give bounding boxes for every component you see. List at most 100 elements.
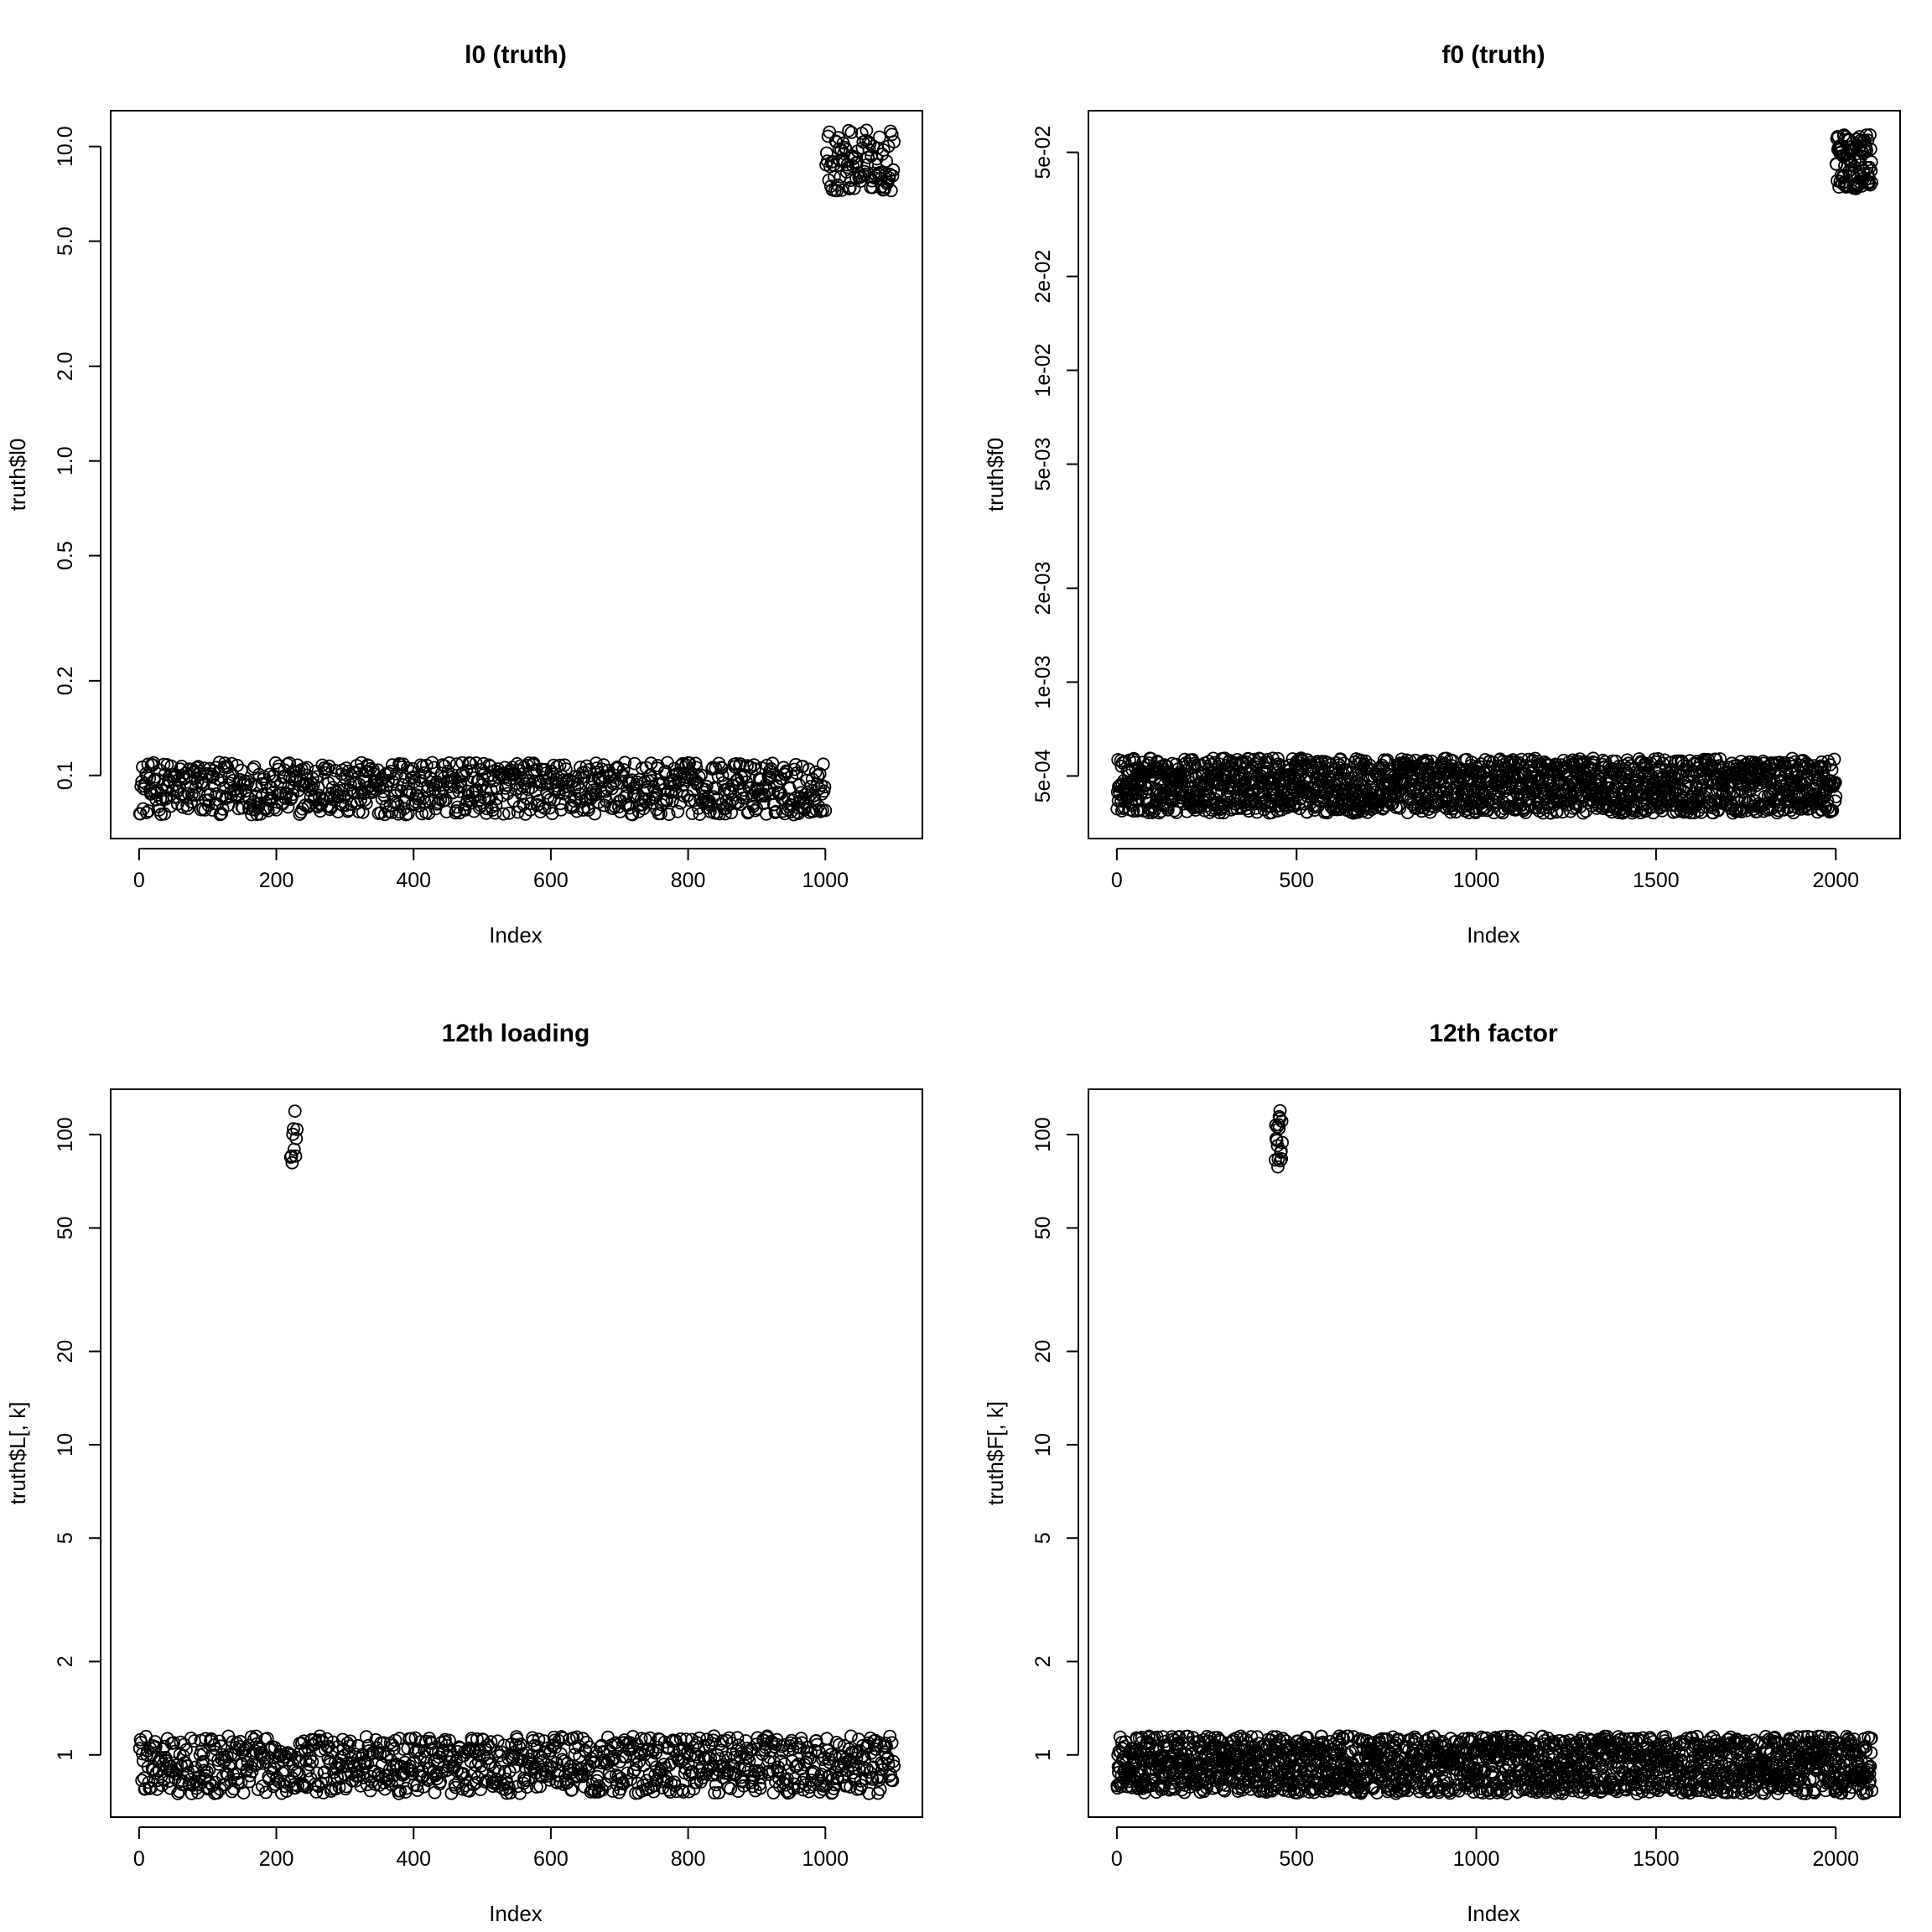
y-tick-label: 100 bbox=[54, 1117, 77, 1152]
data-point bbox=[351, 805, 366, 818]
x-tick-label: 1500 bbox=[1633, 1847, 1680, 1871]
data-point bbox=[190, 761, 204, 775]
data-point bbox=[392, 805, 407, 819]
data-point bbox=[873, 130, 886, 144]
data-point bbox=[605, 782, 619, 796]
data-points bbox=[1110, 1104, 1879, 1800]
y-tick-label: 0.2 bbox=[54, 666, 77, 695]
y-tick-label: 1 bbox=[54, 1749, 77, 1761]
y-tick-label: 0.1 bbox=[54, 761, 77, 790]
data-point bbox=[812, 799, 825, 813]
data-point bbox=[518, 808, 532, 821]
y-tick-label: 5e-02 bbox=[1031, 126, 1055, 179]
y-tick-label: 10.0 bbox=[54, 126, 77, 167]
data-point bbox=[683, 756, 697, 770]
y-tick-label: 2 bbox=[54, 1655, 77, 1667]
x-tick-label: 800 bbox=[671, 869, 706, 892]
data-point bbox=[237, 774, 252, 788]
data-point bbox=[1333, 752, 1348, 766]
y-axis-label: truth$l0 bbox=[5, 439, 30, 512]
data-point bbox=[887, 135, 901, 148]
y-axis-label: truth$F[, k] bbox=[983, 1401, 1008, 1505]
data-point bbox=[542, 771, 556, 785]
data-points bbox=[132, 123, 901, 822]
data-point bbox=[625, 773, 639, 787]
data-point bbox=[373, 782, 387, 795]
data-point bbox=[789, 757, 802, 771]
x-tick-label: 0 bbox=[1111, 1847, 1123, 1871]
y-tick-label: 1e-02 bbox=[1031, 344, 1055, 397]
x-tick-label: 600 bbox=[533, 1847, 569, 1871]
data-point bbox=[236, 801, 250, 815]
data-point bbox=[281, 800, 295, 814]
data-point bbox=[290, 758, 304, 772]
data-point bbox=[490, 792, 504, 806]
data-point bbox=[828, 170, 841, 184]
data-point bbox=[394, 784, 408, 798]
data-point bbox=[689, 761, 704, 775]
x-axis-label: Index bbox=[1467, 922, 1520, 948]
data-point bbox=[439, 805, 454, 818]
plot-frame bbox=[110, 110, 923, 839]
x-tick-label: 2000 bbox=[1812, 1847, 1859, 1871]
data-point bbox=[1830, 157, 1844, 171]
data-point bbox=[815, 787, 829, 801]
data-point bbox=[699, 779, 714, 793]
x-tick-label: 1000 bbox=[802, 869, 849, 892]
y-tick-label: 5e-03 bbox=[1031, 438, 1055, 491]
data-point bbox=[688, 756, 703, 771]
x-tick-label: 400 bbox=[396, 1847, 431, 1871]
plot-frame bbox=[1088, 110, 1901, 839]
data-point bbox=[886, 169, 900, 183]
data-point bbox=[359, 797, 373, 810]
x-tick-label: 400 bbox=[396, 869, 431, 892]
y-tick-label: 10 bbox=[1031, 1433, 1055, 1457]
data-point bbox=[1393, 801, 1407, 815]
data-point bbox=[460, 764, 474, 777]
data-point bbox=[136, 802, 150, 816]
data-point bbox=[1159, 759, 1173, 772]
data-point bbox=[353, 763, 367, 776]
data-point bbox=[816, 757, 830, 771]
panel-title: l0 (truth) bbox=[465, 41, 567, 69]
y-tick-label: 5 bbox=[54, 1532, 77, 1544]
axis-ticks: 0 500 1000 1500 20005e-041e-032e-035e-031e-0… bbox=[1031, 126, 1859, 892]
data-point bbox=[880, 154, 893, 169]
data-point bbox=[731, 796, 745, 809]
x-axis-label: Index bbox=[1467, 1901, 1520, 1926]
data-point bbox=[545, 807, 559, 821]
x-tick-label: 1000 bbox=[1453, 1847, 1500, 1871]
y-tick-label: 2e-03 bbox=[1031, 562, 1055, 615]
y-tick-label: 50 bbox=[54, 1216, 77, 1239]
y-tick-label: 2e-02 bbox=[1031, 250, 1055, 304]
y-axis-label: truth$L[, k] bbox=[5, 1402, 30, 1505]
data-point bbox=[221, 761, 235, 775]
panel-12th-loading: 12th loading Index truth$L[, k] 0 200 400 6… bbox=[5, 1020, 923, 1926]
y-tick-label: 1.0 bbox=[54, 446, 77, 475]
data-point bbox=[879, 168, 893, 182]
data-point bbox=[804, 779, 818, 793]
data-point bbox=[450, 800, 465, 814]
x-tick-label: 0 bbox=[133, 1847, 145, 1871]
y-tick-label: 0.5 bbox=[54, 541, 77, 570]
data-point bbox=[715, 768, 730, 782]
data-point bbox=[496, 807, 511, 821]
data-point bbox=[842, 123, 855, 138]
x-tick-label: 500 bbox=[1279, 869, 1314, 892]
data-point bbox=[588, 807, 602, 821]
data-point bbox=[355, 756, 368, 770]
x-tick-label: 0 bbox=[133, 869, 145, 892]
data-points bbox=[132, 1104, 901, 1800]
data-points bbox=[1110, 127, 1879, 820]
data-point bbox=[787, 808, 801, 822]
data-point bbox=[654, 807, 667, 821]
y-tick-label: 100 bbox=[1031, 1117, 1055, 1152]
data-point bbox=[1138, 779, 1152, 793]
panel-l0-truth: l0 (truth) Index truth$l0 0 200 400 600 800 1… bbox=[5, 41, 923, 948]
data-point bbox=[844, 125, 859, 139]
data-point bbox=[242, 775, 255, 788]
data-point bbox=[382, 766, 397, 781]
data-point bbox=[886, 163, 901, 177]
data-point bbox=[260, 787, 274, 802]
